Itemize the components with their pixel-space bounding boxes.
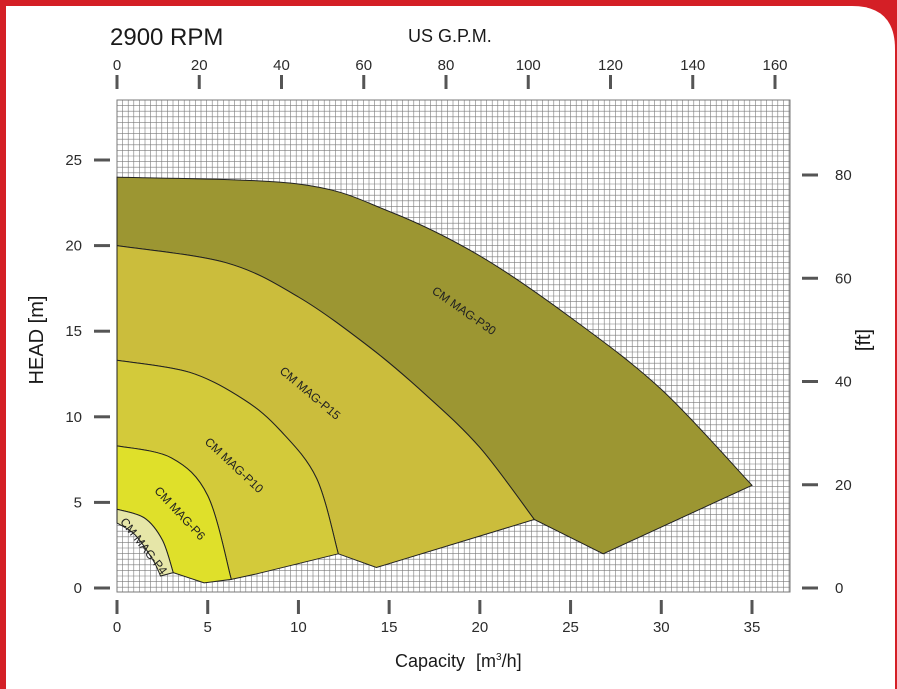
x-axis-label: Capacity: [395, 651, 465, 671]
area-cm-mag-p4: [116, 508, 174, 577]
right-tick-label: 0: [835, 580, 843, 597]
right-tick-label: 80: [835, 167, 852, 184]
x-tick-label: 25: [562, 619, 579, 636]
y-tick-label: 25: [65, 152, 82, 169]
top-tick-label: 100: [516, 57, 541, 74]
chart-title: 2900 RPM: [110, 24, 223, 51]
right-tick-label: 40: [835, 374, 852, 391]
top-tick-label: 20: [191, 57, 208, 74]
top-tick-label: 0: [113, 57, 121, 74]
x-tick-label: 20: [472, 619, 489, 636]
x-axis-unit-tail: /h]: [502, 651, 522, 671]
axes: 0 5 10 15 20 25 30 35 0 20 40 60 80 100 120 140 160 0 5 10 1…: [65, 57, 851, 636]
y-tick-label: 15: [65, 323, 82, 340]
top-tick-label: 160: [762, 57, 787, 74]
x-tick-label: 10: [290, 619, 307, 636]
y-tick-label: 5: [74, 494, 82, 511]
top-tick-label: 40: [273, 57, 290, 74]
top-tick-label: 140: [680, 57, 705, 74]
top-tick-label: 60: [355, 57, 372, 74]
x-tick-label: 0: [113, 619, 121, 636]
right-tick-label: 20: [835, 477, 852, 494]
right-tick-label: 60: [835, 270, 852, 287]
right-axis-title: [ft]: [853, 329, 875, 351]
x-tick-label: 5: [204, 619, 212, 636]
y-axis-title: HEAD [m]: [26, 296, 48, 385]
top-tick-label: 120: [598, 57, 623, 74]
x-tick-label: 35: [744, 619, 761, 636]
y-tick-label: 0: [74, 580, 82, 597]
x-axis-title: Capacity [m3/h]: [395, 651, 522, 671]
top-tick-label: 80: [438, 57, 455, 74]
top-axis-title: US G.P.M.: [408, 26, 492, 46]
y-tick-label: 20: [65, 238, 82, 255]
x-axis-unit: [m: [476, 651, 496, 671]
x-axis-unit-sup: 3: [496, 652, 502, 663]
x-tick-label: 30: [653, 619, 670, 636]
x-tick-label: 15: [381, 619, 398, 636]
y-tick-label: 10: [65, 409, 82, 426]
